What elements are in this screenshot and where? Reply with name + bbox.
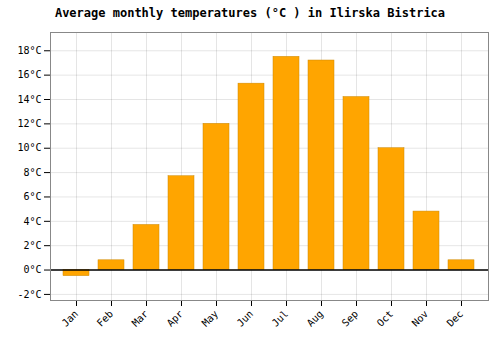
svg-text:10°C: 10°C: [17, 142, 41, 153]
svg-text:Feb: Feb: [95, 308, 116, 329]
svg-text:Dec: Dec: [445, 308, 466, 329]
svg-text:6°C: 6°C: [23, 191, 41, 202]
svg-text:Jun: Jun: [235, 308, 256, 329]
html-text:Average monthly temperatures (: Average monthly temperatures (°C ) in Il…: [54, 6, 446, 20]
svg-text:2°C: 2°C: [23, 240, 41, 251]
svg-text:-2°C: -2°C: [17, 289, 41, 300]
svg-text:16°C: 16°C: [17, 69, 41, 80]
svg-text:0°C: 0°C: [23, 264, 41, 275]
svg-text:Oct: Oct: [375, 308, 396, 329]
svg-text:4°C: 4°C: [23, 216, 41, 227]
svg-text:8°C: 8°C: [23, 167, 41, 178]
svg-text:Aug: Aug: [305, 308, 326, 329]
svg-text:18°C: 18°C: [17, 45, 41, 56]
svg-text:May: May: [200, 308, 221, 329]
svg-text:Jan: Jan: [60, 308, 81, 329]
svg-text:Sep: Sep: [340, 308, 361, 329]
svg-text:12°C: 12°C: [17, 118, 41, 129]
svg-text:Jul: Jul: [270, 308, 291, 329]
svg-text:Mar: Mar: [130, 308, 151, 329]
svg-text:Apr: Apr: [165, 308, 186, 329]
svg-text:Nov: Nov: [410, 308, 431, 329]
svg-text:14°C: 14°C: [17, 94, 41, 105]
